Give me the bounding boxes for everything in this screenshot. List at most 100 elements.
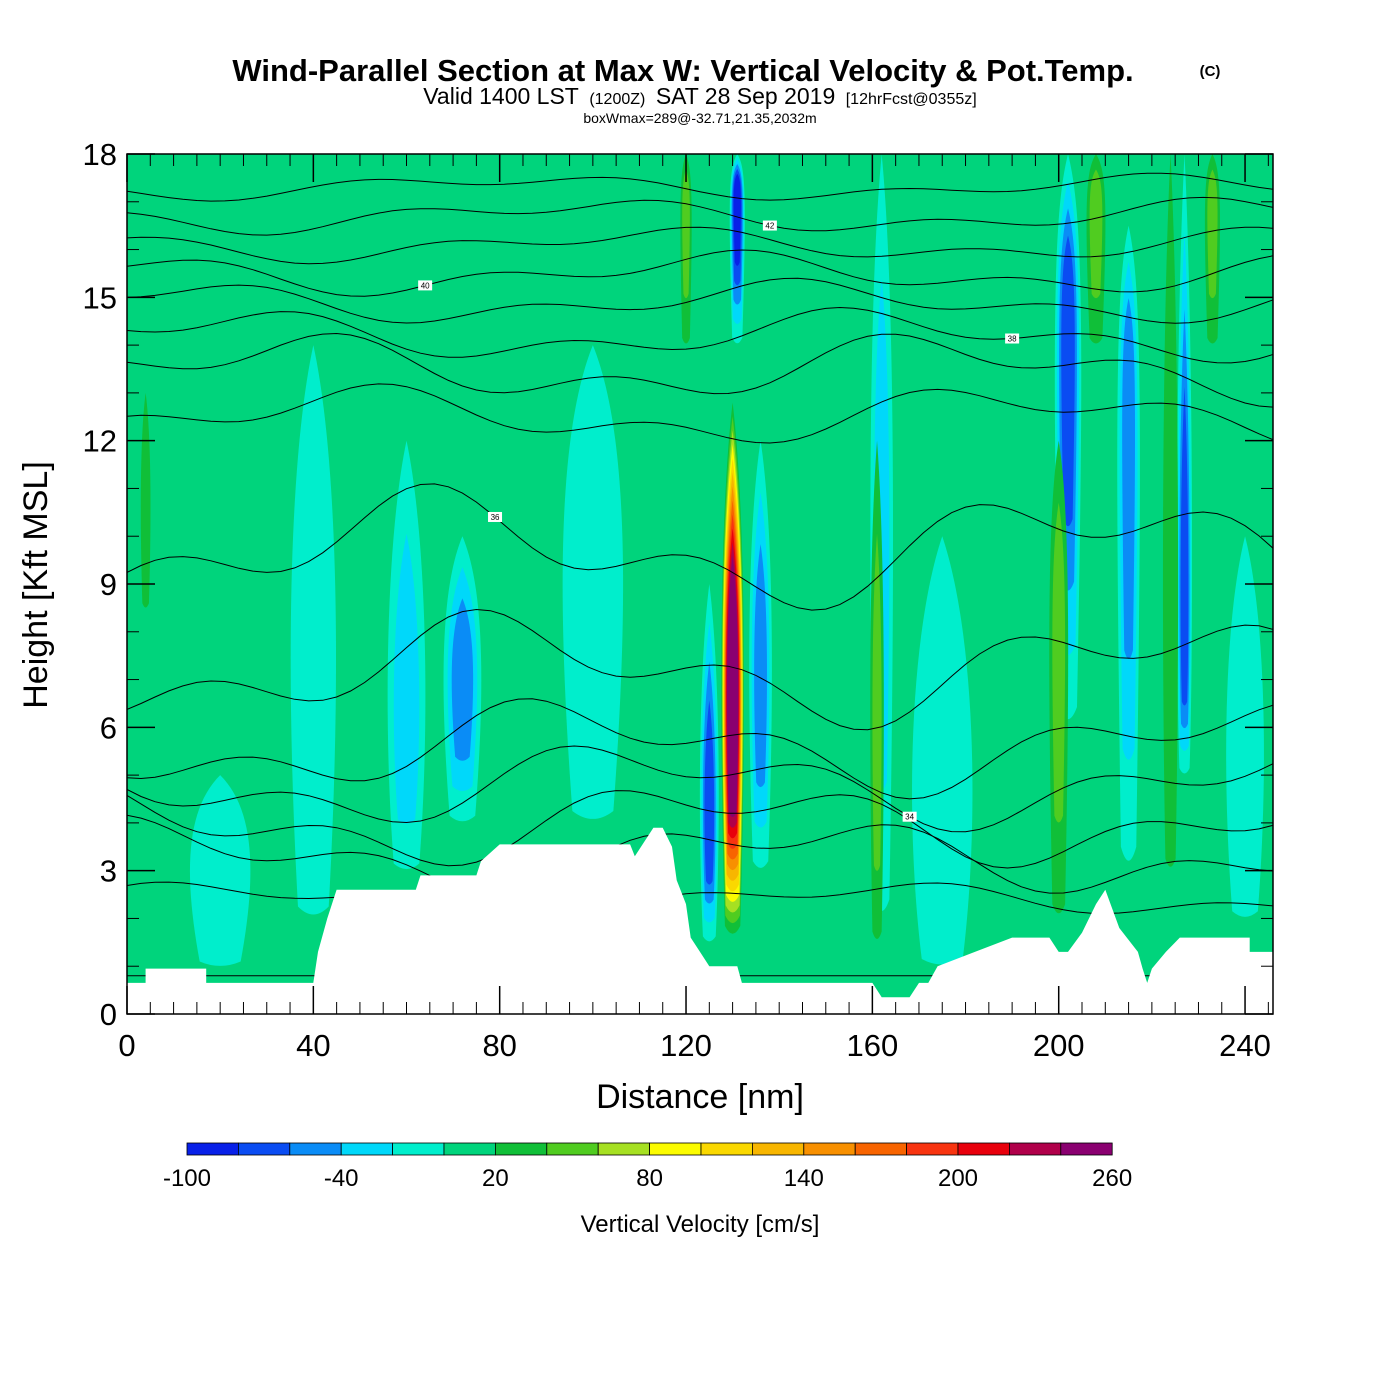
theta-label-10: 38 (1008, 335, 1017, 344)
y-tick-label-1: 3 (100, 854, 117, 889)
theta-contour-15 (127, 172, 1273, 202)
colorbar-swatch-6 (494, 1142, 548, 1156)
copyright-mark: (C) (1200, 63, 1221, 80)
w-band-6-3 (1180, 386, 1189, 706)
w-band-16-1 (682, 169, 690, 299)
potential-temperature-contours: 34 36 38 40 42 (127, 172, 1273, 977)
theta-contour-6 (127, 608, 1273, 731)
theta-contour-13 (127, 226, 1273, 265)
y-tick-label-5: 15 (83, 280, 117, 315)
chart-subtitle: Valid 1400 LST (1200Z) SAT 28 Sep 2019 [… (423, 83, 976, 109)
colorbar-tick-label-1: -40 (324, 1165, 359, 1192)
theta-label-14: 42 (765, 222, 774, 231)
theta-contour-14 (127, 196, 1273, 236)
colorbar-swatch-0 (186, 1142, 239, 1156)
w-band-8-2 (451, 598, 474, 761)
colorbar-tick-label-2: 20 (482, 1165, 509, 1192)
colorbar-swatch-14 (906, 1142, 959, 1156)
theta-label-7: 36 (491, 513, 500, 522)
w-band-14-1 (1207, 169, 1218, 299)
x-axis: 0 40 80 120 160 200 240 (118, 154, 1271, 1063)
y-tick-label-0: 0 (100, 997, 117, 1032)
chart-subsubtitle: boxWmax=289@-32.71,21.35,2032m (583, 110, 816, 126)
colorbar-swatch-13 (854, 1142, 908, 1156)
colorbar-tick-label-5: 200 (938, 1165, 978, 1192)
theta-contour-2 (127, 814, 1273, 899)
w-band-18-0 (290, 345, 337, 915)
colorbar-swatch-12 (803, 1142, 856, 1156)
colorbar-swatch-16 (1009, 1142, 1062, 1156)
colorbar-swatch-10 (700, 1142, 753, 1156)
x-axis-label: Distance [nm] (596, 1078, 804, 1116)
theta-contour-11 (127, 277, 1273, 324)
theta-contour-5 (127, 698, 1273, 800)
title-block: Wind-Parallel Section at Max W: Vertical… (232, 53, 1220, 126)
y-tick-label-6: 18 (83, 137, 117, 172)
colorbar-swatch-15 (957, 1142, 1010, 1156)
w-band-21-0 (1226, 536, 1264, 917)
theta-label-4: 34 (905, 813, 914, 822)
theta-label-12: 40 (421, 281, 430, 290)
w-band-17-0 (189, 775, 251, 966)
colorbar-swatch-11 (752, 1142, 805, 1156)
colorbar-swatch-9 (649, 1142, 702, 1156)
w-band-4-3 (1061, 235, 1075, 527)
colorbar-swatch-7 (546, 1142, 599, 1156)
colorbar-tick-label-0: -100 (163, 1165, 211, 1192)
colorbar-swatch-2 (289, 1142, 342, 1156)
colorbar-swatch-4 (392, 1142, 445, 1156)
w-band-2-2 (754, 544, 767, 788)
w-band-19-0 (562, 345, 624, 819)
y-axis-label: Height [Kft MSL] (17, 461, 55, 709)
terrain (127, 827, 1273, 1014)
theta-contour-4 (127, 745, 1273, 833)
vertical-velocity-field (140, 154, 1264, 966)
colorbar-swatch-3 (340, 1142, 394, 1156)
theta-label-bg-4 (902, 811, 917, 822)
y-tick-label-4: 12 (83, 424, 117, 459)
x-tick-label-3: 120 (660, 1028, 712, 1063)
subtitle-valid: Valid 1400 LST (423, 83, 579, 109)
w-band-10-1 (872, 533, 882, 871)
colorbar-swatch-1 (237, 1142, 291, 1156)
subtitle-date: SAT 28 Sep 2019 (656, 83, 835, 109)
w-band-12-0 (1162, 154, 1179, 867)
w-band-3-4 (733, 173, 741, 266)
colorbar-swatch-5 (443, 1142, 496, 1156)
chart-title: Wind-Parallel Section at Max W: Vertical… (232, 53, 1133, 88)
subtitle-forecast: [12hrFcst@0355z] (846, 91, 977, 108)
w-band-1-3 (704, 700, 715, 885)
theta-contour-1 (127, 881, 1273, 919)
y-tick-label-2: 6 (100, 710, 117, 745)
colorbar: -100 -40 20 80 140 200 260 (163, 1142, 1132, 1192)
w-band-15-0 (140, 392, 151, 608)
colorbar-tick-label-3: 80 (636, 1165, 663, 1192)
colorbar-tick-label-4: 140 (784, 1165, 824, 1192)
w-band-0-13 (728, 584, 738, 796)
theta-contour-3 (127, 790, 1273, 869)
plot-area: 34 36 38 40 42 (127, 154, 1273, 1014)
theta-label-bg-10 (1005, 333, 1020, 344)
w-band-9-1 (393, 533, 420, 824)
theta-contour-10 (127, 306, 1273, 364)
theta-contour-7 (127, 483, 1273, 611)
colorbar-tick-label-6: 260 (1092, 1165, 1132, 1192)
theta-label-bg-12 (418, 280, 433, 291)
x-tick-label-2: 80 (482, 1028, 516, 1063)
w-band-11-1 (1052, 502, 1066, 823)
x-tick-label-4: 160 (846, 1028, 898, 1063)
subtitle-utc: (1200Z) (589, 91, 645, 108)
x-tick-label-5: 200 (1033, 1028, 1085, 1063)
theta-label-bg-7 (488, 511, 503, 522)
w-band-20-0 (912, 536, 973, 965)
theta-contour-12 (127, 249, 1273, 297)
x-tick-label-0: 0 (118, 1028, 135, 1063)
theta-contour-8 (127, 383, 1273, 444)
theta-label-bg-14 (762, 220, 777, 231)
x-tick-label-1: 40 (296, 1028, 330, 1063)
colorbar-swatch-17 (1060, 1142, 1113, 1156)
theta-contour-9 (127, 332, 1273, 408)
w-band-5-2 (1122, 298, 1136, 659)
colorbar-label: Vertical Velocity [cm/s] (581, 1211, 820, 1238)
